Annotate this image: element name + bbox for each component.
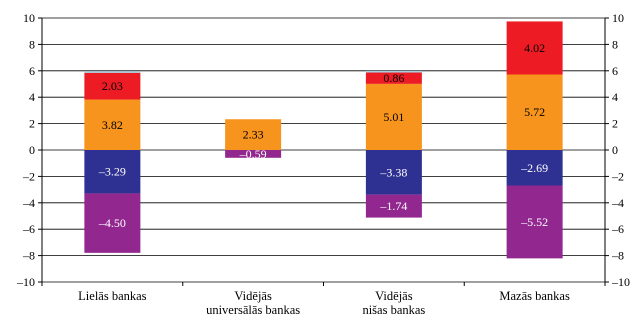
y-tick-label-right: 0: [612, 143, 618, 157]
category-label: universālās bankas: [206, 303, 300, 317]
category-label: Lielās bankas: [78, 289, 147, 303]
bar-segment: [84, 193, 141, 253]
axes: –10 –10 –8 –8 –6 –6 –4 –4 –2 –2 0 0 2 2 4 4 6 6 8 8 10 10: [16, 11, 630, 289]
data-label: –2.69: [520, 161, 548, 175]
y-tick-label-left: –4: [22, 196, 35, 210]
data-label: –3.29: [98, 165, 126, 179]
y-tick-label-left: –2: [22, 169, 35, 183]
bar-segment: [365, 72, 422, 84]
y-tick-label-right: 10: [612, 11, 624, 25]
y-tick-label-right: 2: [612, 117, 618, 131]
data-label: –0.59: [239, 147, 267, 161]
data-label: –1.74: [379, 199, 407, 213]
bar-segment: [365, 70, 422, 73]
y-tick-label-left: 4: [29, 90, 35, 104]
value-labels: –3.29 –4.50 3.82 2.03 –0.59 2.33 –3.38 –1.74 5.0…: [98, 41, 548, 230]
data-label: –4.50: [98, 216, 126, 230]
data-label: 2.03: [102, 79, 123, 93]
y-tick-label-left: 0: [29, 143, 35, 157]
category-label: Mazās bankas: [499, 289, 570, 303]
bar-segment: [506, 74, 563, 150]
data-label: 3.82: [102, 118, 123, 132]
data-label: 0.86: [383, 71, 404, 85]
bar-segment: [365, 194, 422, 218]
bars: [84, 21, 563, 259]
data-label: 2.33: [243, 128, 264, 142]
bar-segment: [365, 150, 422, 195]
y-tick-label-left: 8: [29, 37, 35, 51]
y-tick-label-right: 8: [612, 37, 618, 51]
bar-segment: [84, 72, 141, 100]
bar-segment: [225, 119, 282, 150]
y-tick-label-left: 2: [29, 117, 35, 131]
bar-segment: [84, 71, 141, 73]
y-tick-label-right: –4: [611, 196, 624, 210]
bar-segment: [506, 21, 563, 75]
category-label: Vidējās: [234, 289, 272, 303]
bar-segment: [84, 150, 141, 194]
y-tick-label-left: –10: [16, 275, 35, 289]
bar-segment: [506, 185, 563, 259]
y-tick-label-left: –8: [22, 249, 35, 263]
y-tick-label-right: –10: [611, 275, 630, 289]
category-label: nišas bankas: [362, 303, 425, 317]
data-label: 5.01: [383, 110, 404, 124]
y-tick-label-right: –6: [611, 222, 624, 236]
data-label: –3.38: [379, 165, 407, 179]
bar-segment: [84, 99, 141, 150]
y-tick-label-left: 10: [23, 11, 35, 25]
data-label: –5.52: [520, 215, 548, 229]
bar-segment: [365, 83, 422, 150]
data-label: 4.02: [524, 41, 545, 55]
bar-segment: [225, 150, 282, 158]
data-label: 5.72: [524, 105, 545, 119]
y-tick-label-left: –6: [22, 222, 35, 236]
y-tick-label-right: 6: [612, 64, 618, 78]
bar-segment: [506, 150, 563, 186]
y-tick-label-right: 4: [612, 90, 618, 104]
y-tick-label-right: –2: [611, 169, 624, 183]
category-label: Vidējās: [375, 289, 413, 303]
y-tick-label-left: 6: [29, 64, 35, 78]
y-tick-label-right: –8: [611, 249, 624, 263]
